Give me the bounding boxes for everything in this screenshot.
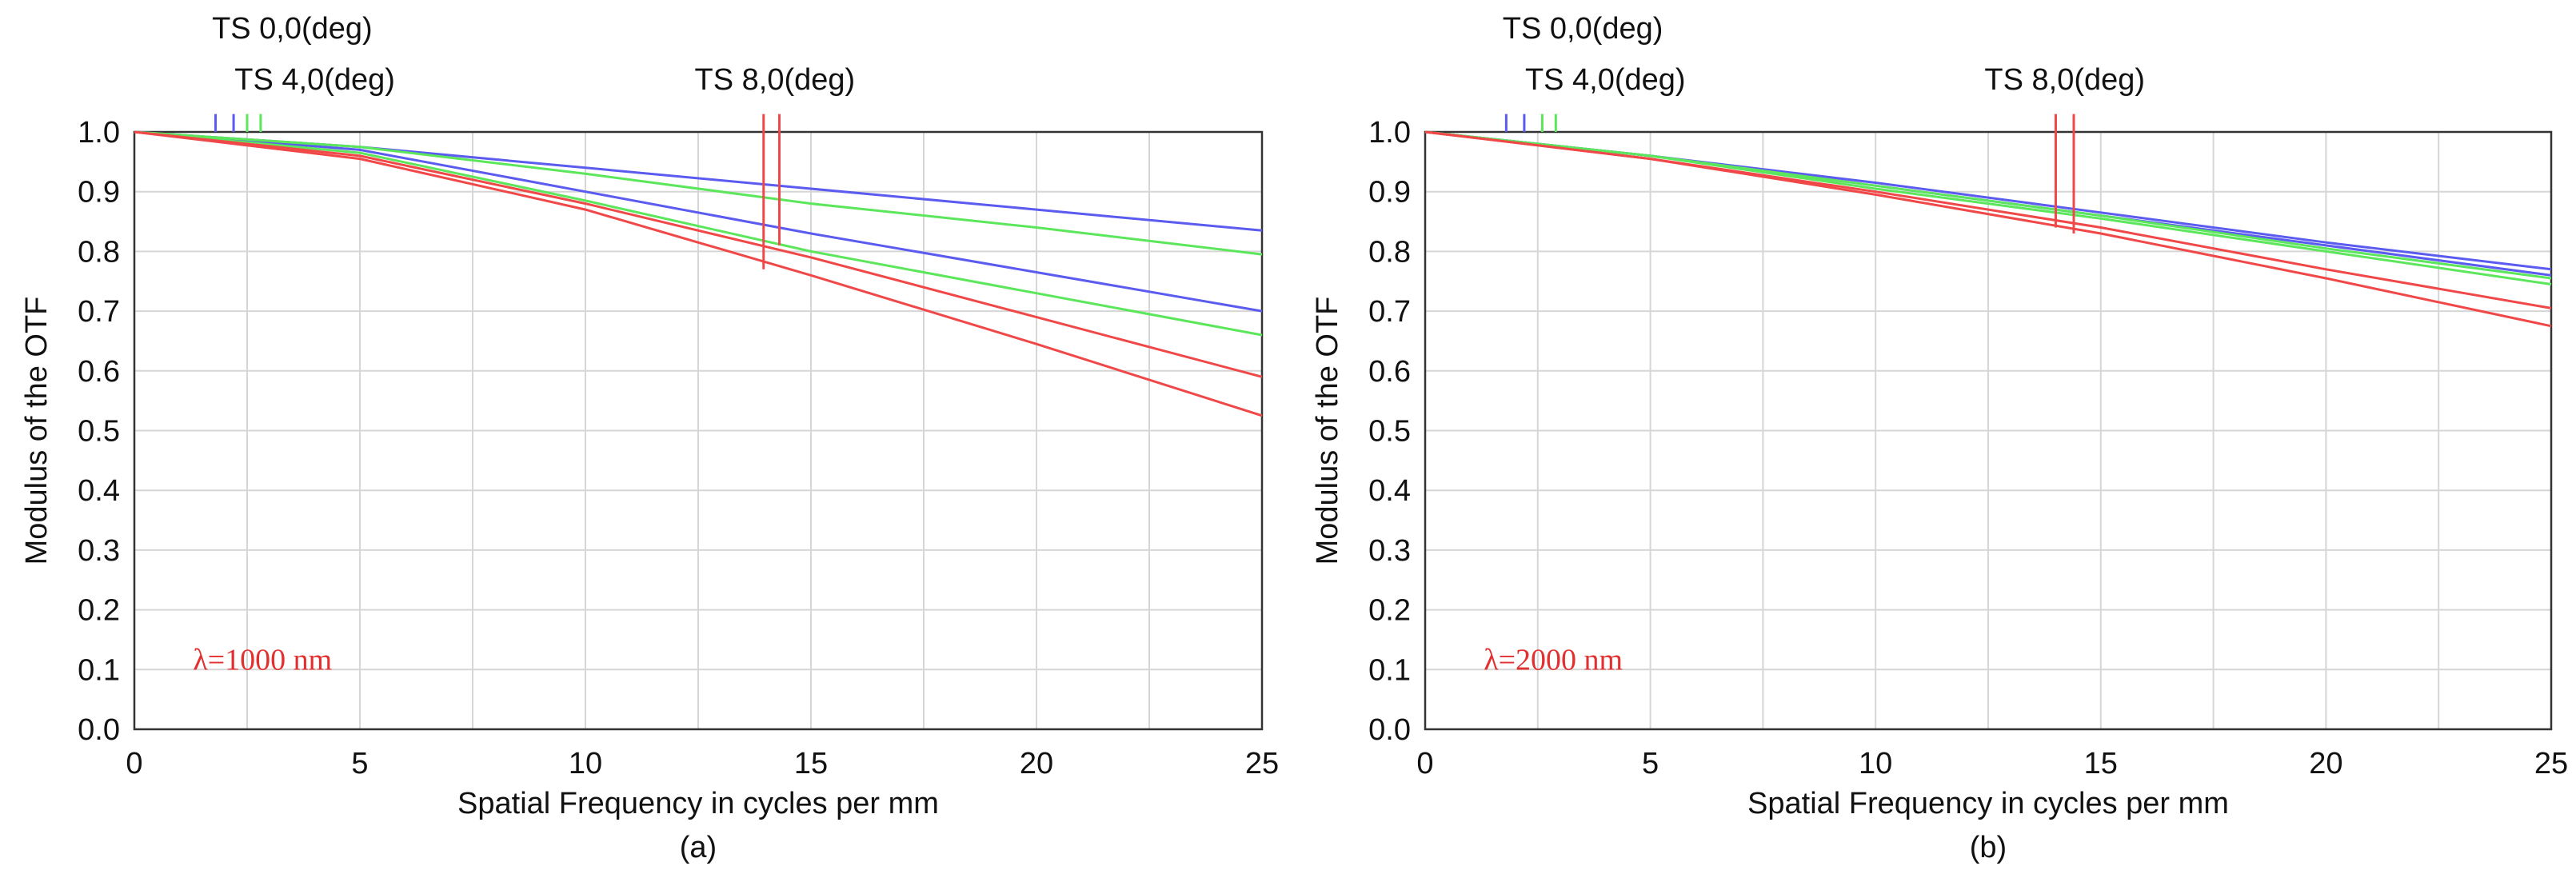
x-tick-labels: 0 5 10 15 20 25 <box>126 747 1279 780</box>
x-tick-label: 25 <box>1245 747 1279 780</box>
gridlines <box>1425 132 2551 729</box>
y-tick-label: 0.7 <box>78 295 120 329</box>
x-tick-label: 0 <box>126 747 142 780</box>
y-tick-label: 0.0 <box>78 713 120 747</box>
y-axis-label: Modulus of the OTF <box>1311 297 1344 565</box>
y-tick-label: 0.5 <box>1368 415 1411 449</box>
panel-label: (b) <box>1970 831 2007 864</box>
field-label-ts-0: TS 0,0(deg) <box>1503 12 1663 46</box>
series-line-ts-8-0-t <box>134 130 1263 378</box>
series-layer <box>134 130 1263 417</box>
y-tick-labels: 0.0 0.1 0.2 0.3 0.4 0.5 0.6 0.7 0.8 0.9 1.0 <box>78 116 120 747</box>
y-tick-label: 0.8 <box>1368 235 1411 269</box>
y-tick-label: 0.9 <box>1368 176 1411 210</box>
x-tick-labels: 0 5 10 15 20 25 <box>1416 747 2568 780</box>
y-axis-label: Modulus of the OTF <box>20 297 54 565</box>
y-tick-label: 0.6 <box>1368 355 1411 389</box>
chart-panel-b: 0.0 0.1 0.2 0.3 0.4 0.5 0.6 0.7 0.8 0.9 1.0 0 5 10 15… <box>1311 12 2568 864</box>
field-label-ts-8: TS 8,0(deg) <box>1984 63 2145 97</box>
wavelength-annotation: λ=2000 nm <box>1484 643 1623 676</box>
y-tick-label: 0.8 <box>78 235 120 269</box>
x-tick-label: 20 <box>2309 747 2342 780</box>
series-line-ts-4-0-s <box>1424 130 2552 285</box>
gridlines <box>134 132 1262 729</box>
series-layer <box>1424 130 2552 328</box>
y-tick-labels: 0.0 0.1 0.2 0.3 0.4 0.5 0.6 0.7 0.8 0.9 1.0 <box>1368 116 1411 747</box>
wavelength-annotation: λ=1000 nm <box>193 643 332 676</box>
series-line-ts-0-0-s <box>134 130 1263 313</box>
x-tick-label: 15 <box>2084 747 2118 780</box>
y-tick-label: 0.7 <box>1368 295 1411 329</box>
y-tick-label: 0.9 <box>78 176 120 210</box>
x-tick-label: 10 <box>1859 747 1892 780</box>
y-tick-label: 0.2 <box>1368 594 1411 628</box>
y-tick-label: 1.0 <box>1368 116 1411 150</box>
x-tick-label: 20 <box>1020 747 1053 780</box>
chart-panel-a: 0.0 0.1 0.2 0.3 0.4 0.5 0.6 0.7 0.8 0.9 1.0 0 5 10 15… <box>20 12 1279 864</box>
y-tick-label: 0.1 <box>78 653 120 687</box>
field-markers <box>1504 114 2075 233</box>
field-label-ts-8: TS 8,0(deg) <box>695 63 856 97</box>
y-tick-label: 0.3 <box>1368 534 1411 568</box>
series-line-ts-8-0-s <box>1424 130 2552 328</box>
y-tick-label: 0.0 <box>1368 713 1411 747</box>
y-tick-label: 0.3 <box>78 534 120 568</box>
y-tick-label: 0.1 <box>1368 653 1411 687</box>
plot-frame <box>1424 130 2553 731</box>
series-line-ts-4-0-s <box>134 130 1263 337</box>
y-tick-label: 0.6 <box>78 355 120 389</box>
series-line-ts-4-0-t <box>134 130 1263 256</box>
x-axis-label: Spatial Frequency in cycles per mm <box>1747 787 2229 820</box>
x-tick-label: 5 <box>1642 747 1659 780</box>
x-tick-label: 0 <box>1416 747 1433 780</box>
x-tick-label: 25 <box>2534 747 2568 780</box>
y-tick-label: 1.0 <box>78 116 120 150</box>
x-tick-label: 10 <box>569 747 602 780</box>
field-label-ts-0: TS 0,0(deg) <box>212 12 373 46</box>
y-tick-label: 0.2 <box>78 594 120 628</box>
series-line-ts-8-0-s <box>134 130 1263 417</box>
x-tick-label: 15 <box>794 747 828 780</box>
plot-frame <box>133 130 1264 731</box>
field-markers <box>214 114 781 269</box>
x-axis-label: Spatial Frequency in cycles per mm <box>457 787 939 820</box>
y-tick-label: 0.4 <box>78 474 120 508</box>
y-tick-label: 0.5 <box>78 415 120 449</box>
x-tick-label: 5 <box>351 747 368 780</box>
field-label-ts-4: TS 4,0(deg) <box>1525 63 1686 97</box>
panel-label: (a) <box>680 831 717 864</box>
field-label-ts-4: TS 4,0(deg) <box>234 63 395 97</box>
y-tick-label: 0.4 <box>1368 474 1411 508</box>
